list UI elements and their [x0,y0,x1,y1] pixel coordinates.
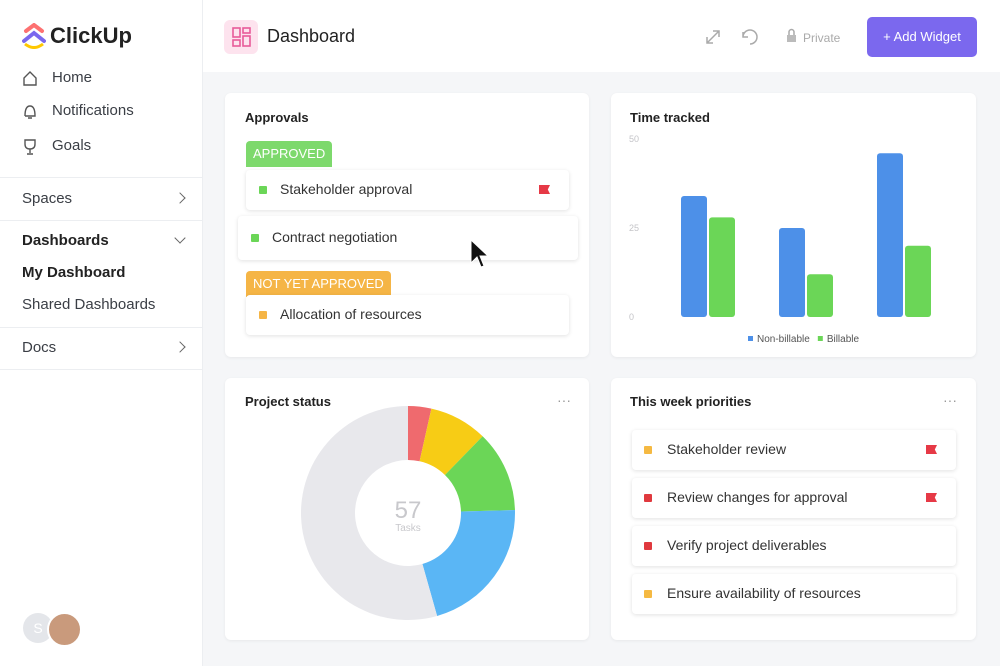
bar-chart: 0 25 50 Non-billable Billable [629,134,931,345]
divider [0,369,202,370]
dashboard-icon [224,20,258,54]
section[interactable]: My Dashboard [22,264,126,281]
priority-dot [644,446,652,454]
bar [877,153,903,317]
center-value: 57 [395,497,422,524]
list-item[interactable] [238,216,578,260]
status-badge: APPROVED [246,141,333,167]
donut-segment [300,406,438,620]
status-dot [259,186,267,194]
donut-segment [422,510,515,616]
card-title: Approvals [245,110,309,125]
y-tick-label: 25 [629,223,639,233]
chevron [174,341,186,353]
flag [926,445,937,454]
cursor [470,239,490,268]
logo-text: ClickUp [50,23,132,48]
status-dot [251,234,259,242]
page-title: Dashboard [267,26,356,46]
more-menu[interactable]: ··· [943,392,957,408]
flag [539,185,550,194]
list-item[interactable] [632,526,956,566]
sidebar: ClickUp Home Notifications Goals Spaces … [0,0,203,666]
list-item[interactable] [246,295,569,335]
item-text: Ensure availability of resources [667,585,861,601]
section[interactable]: Dashboards [22,232,109,249]
nav-item[interactable]: Home [52,69,93,86]
legend-swatch [817,336,823,341]
center-label: Tasks [395,523,421,534]
bar [779,228,805,317]
section[interactable]: Shared Dashboards [22,296,156,313]
bar [681,195,707,317]
list-item[interactable] [246,170,569,210]
divider [0,220,202,221]
divider [0,177,202,178]
logo-icon [22,23,46,49]
header-icons [706,28,796,45]
item-text: Allocation of resources [280,306,422,322]
nav-item[interactable]: Notifications [52,102,134,119]
legend-swatch [748,336,753,341]
nav-icons [23,71,37,155]
donut-segment [419,408,483,476]
header: Dashboard Private + Add Widget [203,0,1000,72]
item-text: Review changes for approval [667,489,848,505]
legend-label: Non-billable [757,334,810,345]
chevron [174,192,186,204]
donut-segment [408,406,432,462]
bar [807,274,833,317]
list-item[interactable] [632,430,956,470]
section[interactable]: Docs [22,339,57,356]
status-dot [259,311,267,319]
item-text: Verify project deliverables [667,537,827,553]
privacy[interactable]: Private [803,31,841,45]
status-badge: NOT YET APPROVED [246,271,391,297]
nav-item[interactable]: Goals [52,137,92,154]
priority-dot [644,542,652,550]
y-tick-label: 0 [629,312,634,322]
divider [0,327,202,328]
item-text: Stakeholder review [667,441,787,457]
y-tick-label: 50 [629,134,639,144]
legend-label: Billable [827,334,860,345]
card-title: This week priorities [630,394,752,409]
priority-dot [644,590,652,598]
user-photo[interactable] [47,612,82,647]
flag [926,493,937,502]
list-item[interactable] [632,574,956,614]
bar [905,245,931,317]
bar [709,217,735,317]
card-title: Time tracked [630,110,710,125]
chevron [174,232,186,244]
item-text: Contract negotiation [272,229,398,245]
add-widget-button[interactable]: + Add Widget [867,17,977,57]
card-title: Project status [245,394,331,409]
donut-segment [444,436,515,512]
list-item[interactable] [632,478,956,518]
section[interactable]: Spaces [22,190,73,207]
priority-dot [644,494,652,502]
item-text: Stakeholder approval [280,181,413,197]
more-menu[interactable]: ··· [557,392,571,408]
